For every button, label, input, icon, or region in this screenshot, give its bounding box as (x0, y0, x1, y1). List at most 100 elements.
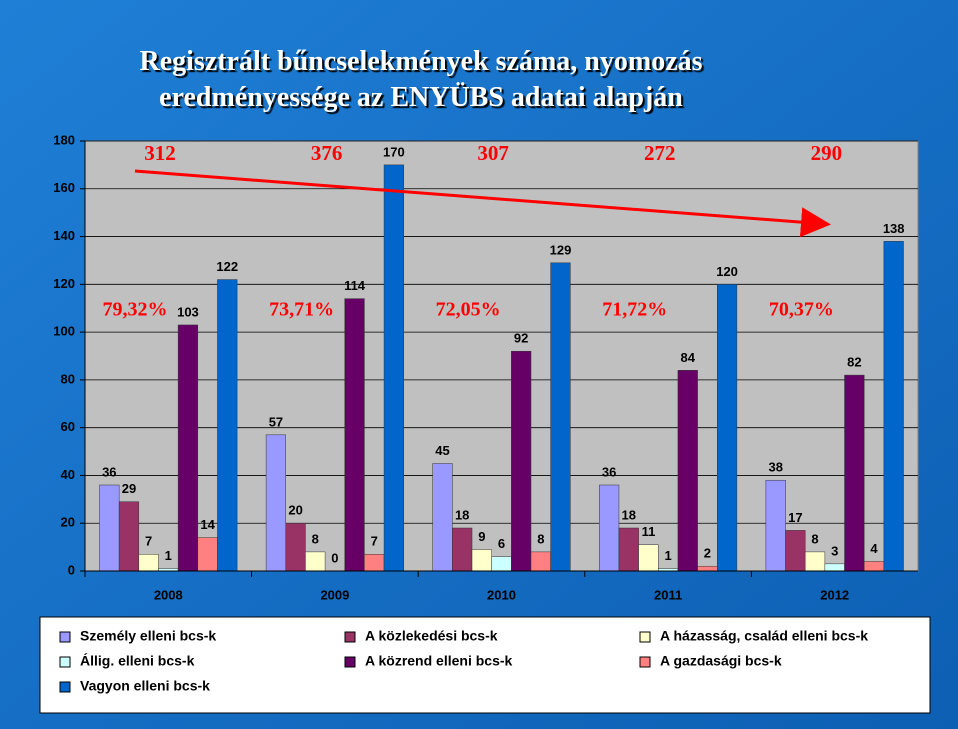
y-tick-label: 40 (61, 467, 75, 482)
bar (364, 554, 385, 572)
y-tick-label: 80 (61, 371, 75, 386)
value-label: 3 (831, 543, 838, 558)
trend-arrow (134, 169, 831, 238)
bar (491, 556, 512, 572)
bar (599, 484, 620, 572)
y-tick-label: 0 (68, 562, 75, 577)
legend-label: Személy elleni bcs-k (80, 628, 216, 644)
value-label: 8 (312, 531, 319, 546)
bar (432, 463, 453, 572)
value-label: 7 (145, 534, 152, 549)
value-label: 4 (870, 541, 878, 556)
value-label: 14 (200, 517, 215, 532)
y-tick-label: 160 (53, 180, 75, 195)
x-tick-label: 2009 (320, 587, 349, 602)
y-tick-label: 20 (61, 515, 75, 530)
bar (383, 164, 404, 572)
bar (344, 298, 365, 572)
legend-label: A közlekedési bcs-k (365, 628, 498, 644)
bar (804, 551, 826, 572)
bar (716, 284, 738, 572)
total-annotation: 312 (144, 141, 176, 165)
value-label: 1 (165, 548, 172, 563)
bar (883, 241, 904, 572)
value-label: 1 (664, 548, 671, 563)
total-annotation: 376 (311, 141, 343, 165)
value-label: 9 (478, 529, 485, 544)
value-label: 114 (344, 278, 366, 293)
plot-area (84, 140, 919, 572)
bar (863, 561, 885, 572)
bar (138, 554, 159, 572)
rate-annotation: 72,05% (436, 299, 501, 321)
value-label: 11 (642, 524, 656, 539)
bar (824, 563, 845, 572)
y-tick-label: 120 (53, 276, 75, 291)
bar (785, 530, 806, 572)
x-tick-label: 2008 (154, 587, 183, 602)
bar (677, 370, 698, 572)
value-label: 38 (768, 460, 782, 475)
value-label: 138 (883, 221, 905, 236)
value-label: 45 (435, 443, 449, 458)
total-annotation: 307 (477, 141, 509, 165)
value-label: 84 (681, 350, 696, 365)
legend-label: Vagyon elleni bcs-k (80, 678, 210, 694)
rate-annotation: 71,72% (602, 299, 667, 321)
value-label: 103 (177, 304, 199, 319)
bar (265, 434, 287, 572)
legend-label: Állig. elleni bcs-k (80, 653, 195, 669)
value-label: 36 (602, 464, 616, 479)
chart-title: Regisztrált bűncselekmények száma, nyomo… (139, 46, 703, 113)
rate-annotation: 79,32% (102, 299, 167, 321)
value-label: 7 (371, 534, 378, 549)
bar (765, 479, 786, 572)
rate-annotation: 70,37% (769, 299, 834, 321)
bar (285, 522, 306, 572)
legend-swatch (344, 631, 356, 643)
bar (697, 565, 718, 572)
legend-swatch (639, 656, 651, 668)
value-label: 57 (269, 414, 283, 429)
bar (217, 279, 238, 572)
value-label: 8 (537, 531, 544, 546)
legend-label: A házasság, család elleni bcs-k (660, 628, 868, 644)
legend-swatch (59, 656, 71, 668)
x-tick-label: 2012 (820, 587, 849, 602)
value-label: 170 (383, 144, 405, 159)
rate-annotation: 73,71% (269, 299, 334, 321)
legend-swatch (639, 631, 651, 643)
bar (197, 537, 218, 572)
value-label: 18 (455, 507, 469, 522)
value-label: 36 (102, 464, 116, 479)
bar (99, 484, 120, 572)
y-tick-label: 140 (53, 228, 75, 243)
x-tick-label: 2010 (487, 587, 516, 602)
legend-swatch (344, 656, 356, 668)
bar (844, 374, 865, 572)
bar (118, 501, 140, 572)
bar (618, 527, 639, 572)
total-annotation: 290 (811, 141, 843, 165)
value-label: 6 (498, 536, 505, 551)
legend-swatch (59, 681, 71, 693)
total-annotation: 272 (644, 141, 676, 165)
bar (452, 527, 473, 572)
legend-swatch (59, 631, 71, 643)
value-label: 18 (622, 507, 636, 522)
y-tick-label: 180 (53, 132, 75, 147)
legend-label: A gazdasági bcs-k (660, 653, 782, 669)
value-label: 17 (788, 510, 802, 525)
bar (638, 544, 659, 572)
value-label: 122 (216, 259, 238, 274)
y-tick-label: 60 (61, 419, 75, 434)
bar (530, 551, 551, 572)
x-tick-label: 2011 (654, 587, 682, 602)
value-label: 8 (811, 531, 818, 546)
value-label: 2 (704, 546, 711, 561)
bar (550, 262, 571, 572)
bar (511, 350, 532, 572)
bar (305, 551, 326, 572)
value-label: 0 (331, 550, 338, 565)
